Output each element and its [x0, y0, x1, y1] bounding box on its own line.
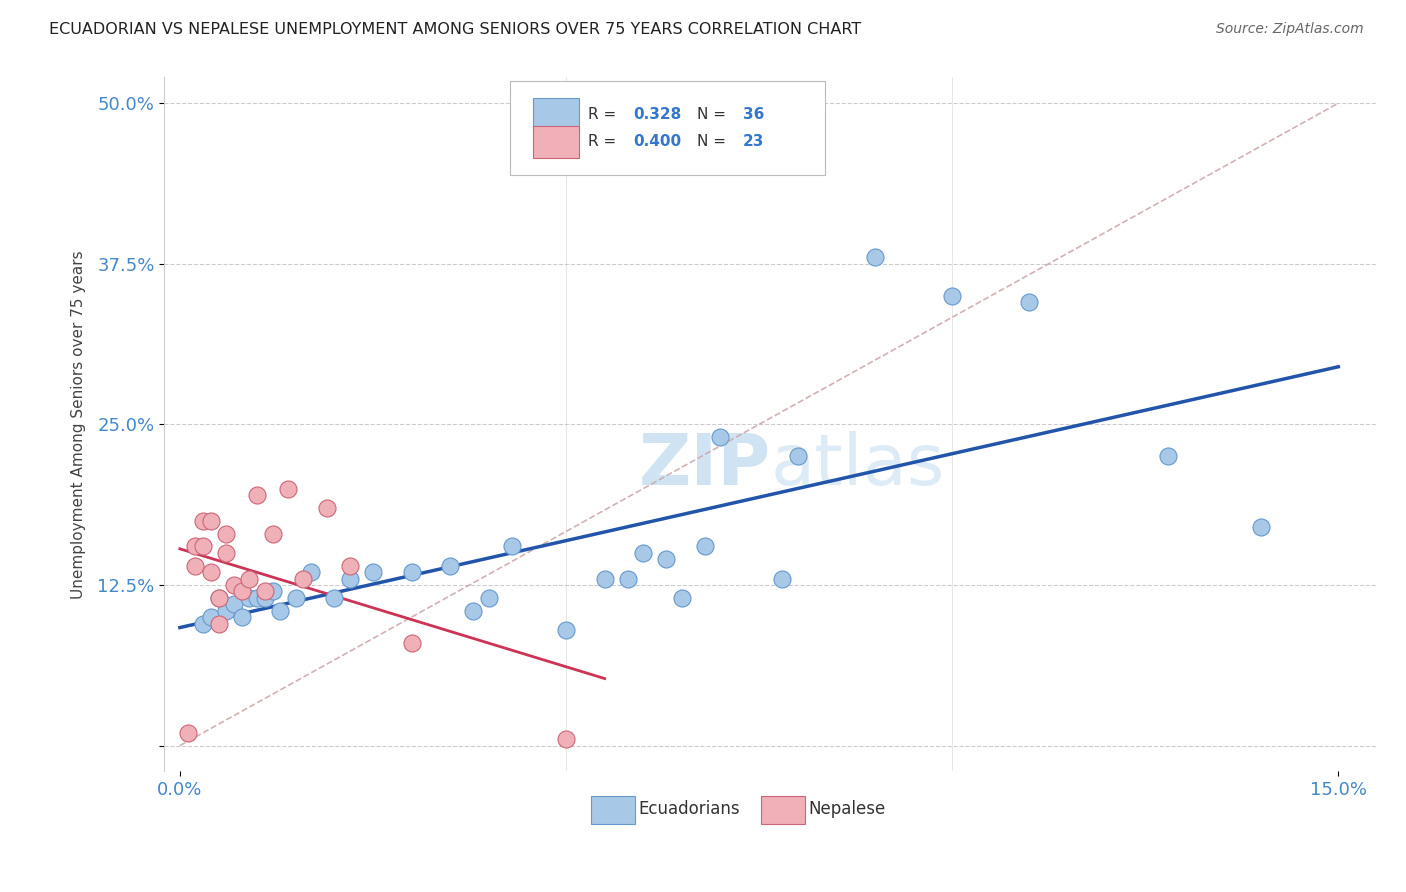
Point [633, 546, 655, 560]
Point [253, 584, 276, 599]
Point [191, 616, 214, 631]
Point [478, 591, 501, 605]
Point [269, 604, 291, 618]
FancyBboxPatch shape [761, 796, 804, 824]
Point [941, 289, 963, 303]
Point [231, 610, 253, 624]
Point [207, 591, 229, 605]
Point [617, 572, 640, 586]
Point [253, 591, 276, 605]
Point [262, 526, 284, 541]
Point [299, 565, 322, 579]
Point [215, 526, 238, 541]
Point [200, 565, 222, 579]
Point [215, 604, 238, 618]
Text: Source: ZipAtlas.com: Source: ZipAtlas.com [1216, 22, 1364, 37]
FancyBboxPatch shape [510, 81, 825, 175]
Text: R =: R = [588, 107, 620, 121]
FancyBboxPatch shape [533, 98, 579, 130]
Point [501, 540, 523, 554]
Point [277, 482, 299, 496]
Text: atlas: atlas [770, 432, 945, 500]
Point [184, 540, 207, 554]
Text: N =: N = [697, 107, 731, 121]
Y-axis label: Unemployment Among Seniors over 75 years: Unemployment Among Seniors over 75 years [72, 250, 86, 599]
Point [215, 546, 238, 560]
Point [200, 514, 222, 528]
Point [207, 616, 229, 631]
Point [238, 572, 260, 586]
Point [292, 572, 315, 586]
Point [555, 623, 578, 637]
Point [238, 591, 260, 605]
Point [200, 610, 222, 624]
Point [655, 552, 678, 566]
Point [231, 584, 253, 599]
Point [176, 725, 198, 739]
Point [361, 565, 384, 579]
Point [1157, 450, 1180, 464]
Point [262, 584, 284, 599]
Point [191, 514, 214, 528]
Point [339, 558, 361, 573]
Point [284, 591, 307, 605]
Text: ECUADORIAN VS NEPALESE UNEMPLOYMENT AMONG SENIORS OVER 75 YEARS CORRELATION CHAR: ECUADORIAN VS NEPALESE UNEMPLOYMENT AMON… [49, 22, 862, 37]
Point [1018, 295, 1040, 310]
Text: Ecuadorians: Ecuadorians [638, 800, 740, 819]
Point [323, 591, 346, 605]
Point [693, 540, 716, 554]
Text: 0.400: 0.400 [634, 135, 682, 150]
Point [401, 636, 423, 650]
Point [593, 572, 616, 586]
Point [671, 591, 693, 605]
Point [246, 591, 269, 605]
FancyBboxPatch shape [533, 126, 579, 158]
Text: 23: 23 [742, 135, 765, 150]
Point [207, 591, 229, 605]
Text: R =: R = [588, 135, 620, 150]
Point [401, 565, 423, 579]
Text: N =: N = [697, 135, 731, 150]
Point [315, 500, 337, 515]
Point [339, 572, 361, 586]
Point [246, 488, 269, 502]
Text: 36: 36 [742, 107, 765, 121]
Point [222, 578, 245, 592]
Point [439, 558, 461, 573]
Point [709, 430, 731, 444]
Point [191, 540, 214, 554]
Text: ZIP: ZIP [638, 432, 770, 500]
Point [222, 597, 245, 611]
Point [463, 604, 485, 618]
Point [770, 572, 793, 586]
Point [184, 558, 207, 573]
Point [1250, 520, 1272, 534]
Text: 0.328: 0.328 [634, 107, 682, 121]
FancyBboxPatch shape [592, 796, 636, 824]
Point [555, 732, 578, 747]
Point [863, 250, 886, 264]
Text: Nepalese: Nepalese [808, 800, 886, 819]
Point [786, 450, 808, 464]
